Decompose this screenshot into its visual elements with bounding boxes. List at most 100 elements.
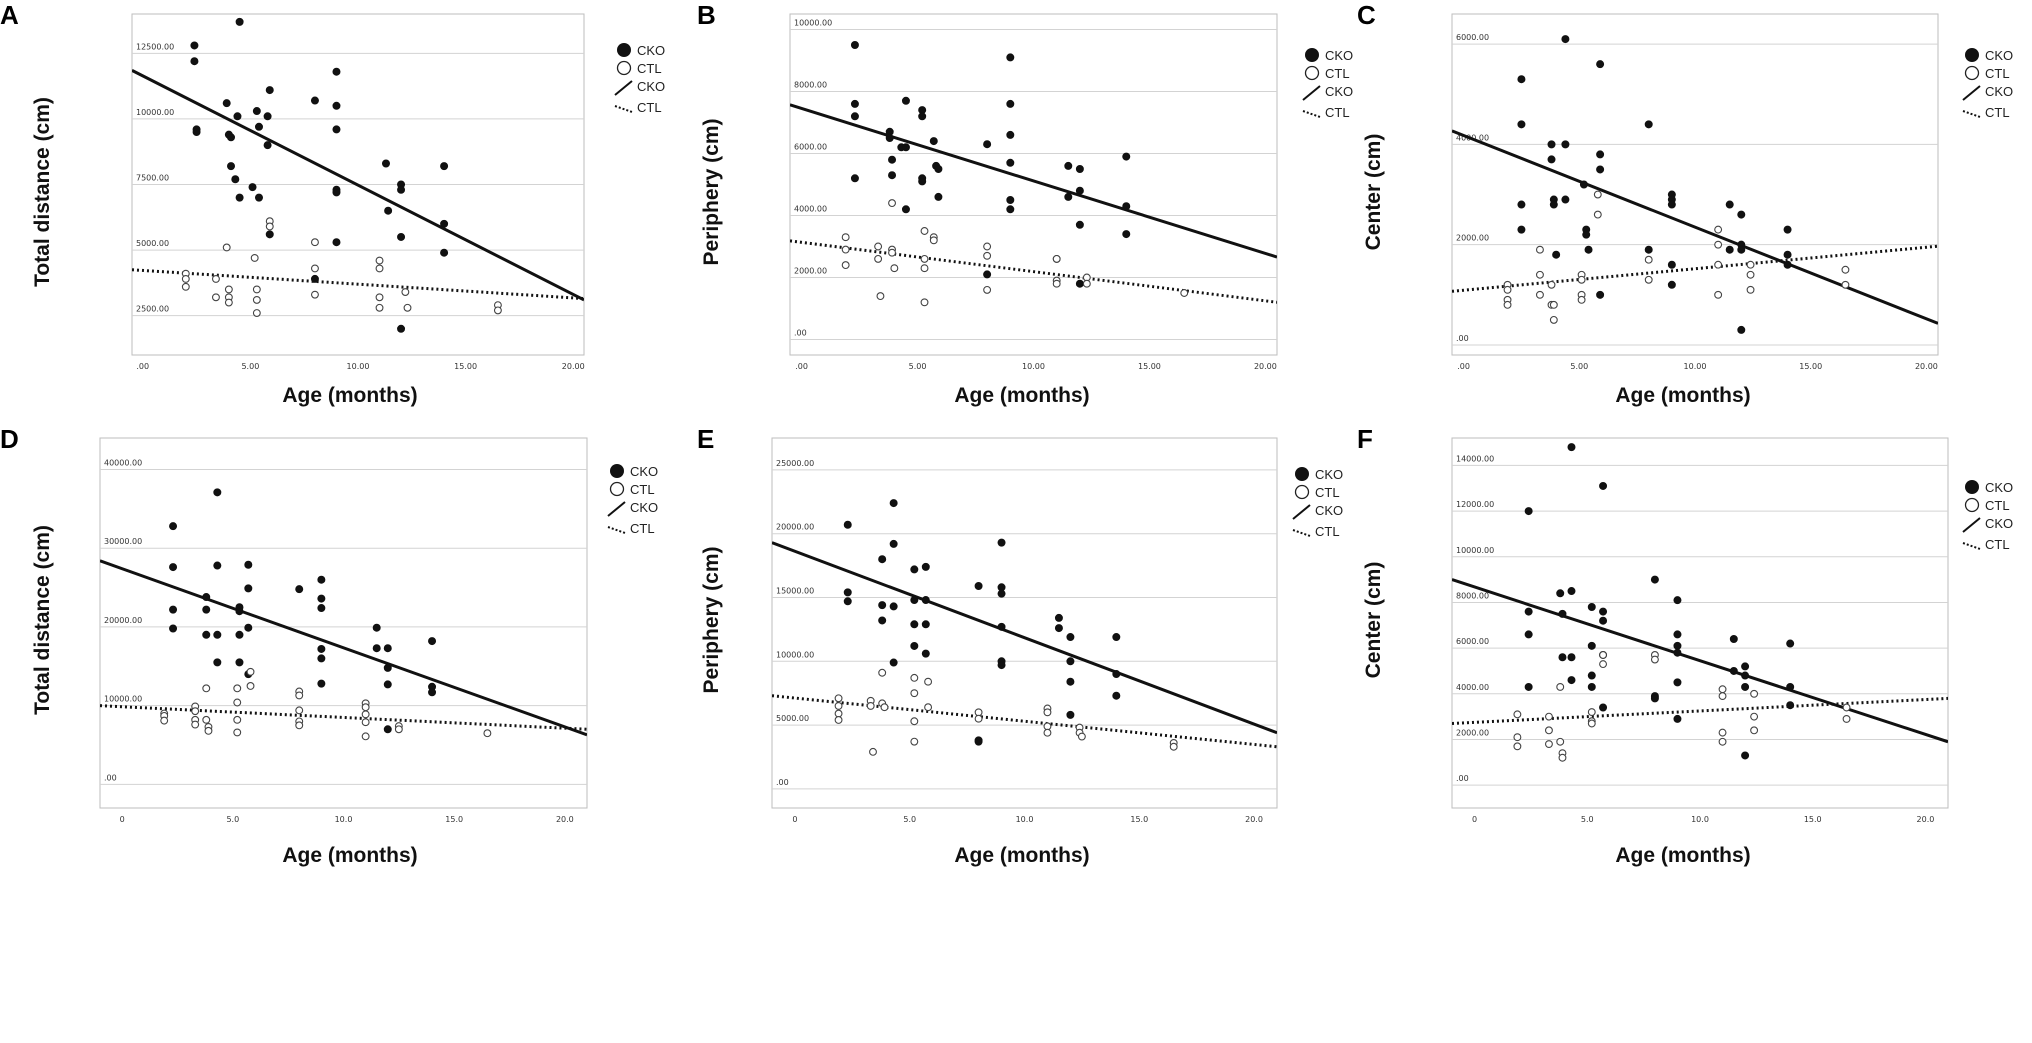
y-tick-label: 10000.00 <box>136 108 174 117</box>
ctl-point <box>929 236 938 245</box>
cko-point <box>1786 682 1795 691</box>
cko-fit-line <box>790 103 1277 259</box>
cko-point <box>901 143 910 152</box>
legend-cko-line-label: CKO <box>630 500 658 515</box>
ctl-point <box>924 677 933 686</box>
cko-point <box>1786 701 1795 710</box>
legend: CKO CTL CKO CTL <box>1962 48 2013 120</box>
ctl-point <box>265 222 274 231</box>
cko-point <box>1547 155 1556 164</box>
x-tick-label: 0 <box>1472 815 1477 824</box>
ctl-point <box>874 242 883 251</box>
panel-letter: D <box>0 424 19 454</box>
cko-point <box>248 183 257 192</box>
ctl-point <box>311 264 319 273</box>
cko-point <box>1006 205 1015 214</box>
ctl-point <box>493 306 502 315</box>
y-tick-label: 8000.00 <box>794 81 827 90</box>
x-tick-label: .00 <box>1457 362 1470 371</box>
cko-point <box>1561 35 1570 44</box>
cko-point <box>317 654 326 663</box>
cko-point <box>1006 99 1015 108</box>
ctl-point <box>1714 290 1723 299</box>
ctl-point <box>191 707 200 716</box>
legend-ctl-line <box>607 526 626 534</box>
ctl-point <box>295 721 304 730</box>
legend: CKO CTL CKO CTL <box>607 464 658 536</box>
cko-point <box>1644 245 1653 254</box>
ctl-point <box>874 254 883 263</box>
x-tick-label: 10.00 <box>1022 362 1045 371</box>
ctl-point <box>1077 732 1086 741</box>
x-tick-label: .00 <box>795 362 808 371</box>
legend-cko-line <box>614 80 633 96</box>
cko-point <box>1517 225 1526 234</box>
ctl-point <box>841 245 850 254</box>
panel-letter: F <box>1357 424 1373 454</box>
legend-ctl-marker <box>1294 484 1310 500</box>
y-tick-label: 20000.00 <box>776 523 814 532</box>
ctl-fit-line <box>790 239 1277 304</box>
ctl-point <box>1544 712 1553 721</box>
ctl-point <box>1513 733 1522 742</box>
cko-point <box>850 112 859 121</box>
x-tick-label: 15.0 <box>1804 815 1822 824</box>
legend-cko-line-label: CKO <box>1985 516 2013 531</box>
y-tick-label: .00 <box>104 773 117 782</box>
ctl-point <box>252 285 261 294</box>
legend: CKO CTL CKO CTL <box>1302 48 1353 120</box>
cko-point <box>1517 120 1526 129</box>
plot-frame <box>789 13 1278 356</box>
cko-point <box>317 575 326 584</box>
cko-point <box>1122 152 1131 161</box>
ctl-point <box>311 290 319 299</box>
cko-point <box>918 112 927 121</box>
y-tick-label: 8000.00 <box>1456 591 1489 600</box>
cko-point <box>372 623 381 632</box>
cko-point <box>850 41 859 50</box>
cko-point <box>252 107 261 116</box>
ctl-point <box>233 715 242 724</box>
ctl-point <box>910 737 919 746</box>
cko-point <box>1054 624 1063 633</box>
cko-point <box>1673 630 1682 639</box>
ctl-point <box>211 274 220 283</box>
legend-ctl-line <box>614 105 633 113</box>
legend-ctl-line-label: CTL <box>1985 537 2010 552</box>
ctl-point <box>211 293 220 302</box>
ctl-point <box>1842 703 1851 712</box>
cko-point <box>169 605 178 614</box>
ctl-point <box>222 243 231 252</box>
ctl-point <box>375 256 384 265</box>
panel-letter: C <box>1357 0 1376 30</box>
ctl-point <box>880 703 889 712</box>
cko-point <box>231 175 240 184</box>
y-axis-title: Periphery (cm) <box>700 546 723 693</box>
legend-ctl-line-label: CTL <box>630 521 655 536</box>
x-tick-label: 10.00 <box>347 362 370 371</box>
y-tick-label: 5000.00 <box>776 714 809 723</box>
ctl-point <box>974 708 983 717</box>
cko-point <box>332 101 341 110</box>
cko-point <box>1786 639 1795 648</box>
cko-point <box>934 192 943 201</box>
cko-point <box>1524 507 1533 516</box>
cko-point <box>1596 290 1605 299</box>
cko-point <box>222 99 231 108</box>
x-axis-title: Age (months) <box>282 384 417 407</box>
cko-point <box>263 112 272 121</box>
cko-point <box>1587 682 1596 691</box>
cko-point <box>1122 202 1131 211</box>
legend-cko-marker <box>1295 467 1309 481</box>
x-axis-title: Age (months) <box>954 384 1089 407</box>
cko-point <box>974 737 983 746</box>
x-tick-label: 10.00 <box>1684 362 1707 371</box>
cko-point <box>843 520 852 529</box>
ctl-point <box>1644 275 1653 284</box>
ctl-point <box>1650 655 1659 664</box>
cko-point <box>1673 596 1682 605</box>
legend-cko-marker <box>1965 48 1979 62</box>
legend-ctl-line <box>1302 110 1321 118</box>
y-tick-label: .00 <box>1456 774 1469 783</box>
ctl-point <box>1714 240 1723 249</box>
